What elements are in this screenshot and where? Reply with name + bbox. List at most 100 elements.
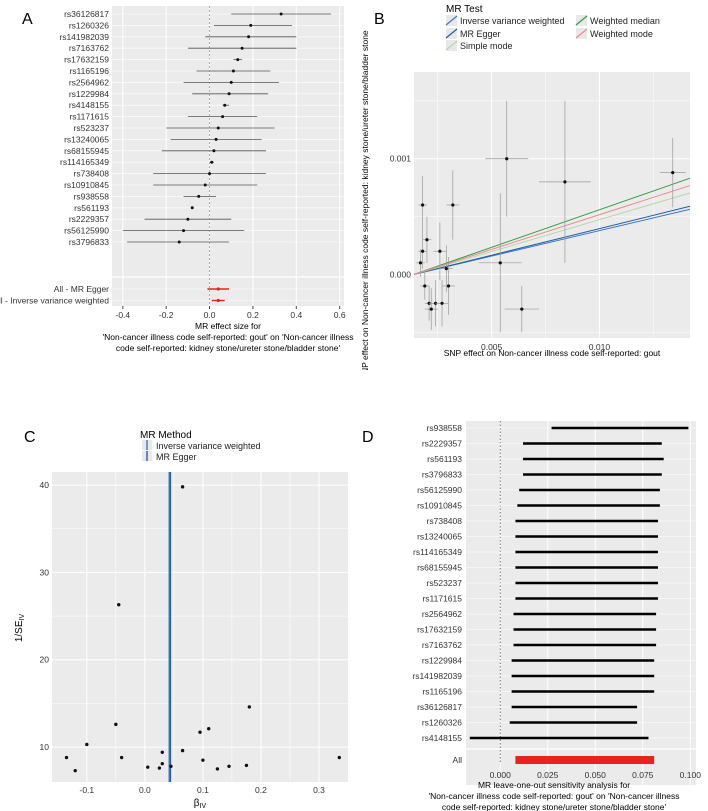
scatter-fit-line — [413, 177, 691, 275]
scatter-legend-label: Weighted mode — [590, 29, 653, 39]
funnel-point — [227, 764, 231, 768]
scatter-ytick-label: 0.000 — [390, 269, 412, 279]
forest-snp-label: rs1171615 — [69, 112, 109, 122]
funnel-point — [215, 767, 220, 771]
scatter-point — [438, 249, 442, 253]
scatter-point — [446, 284, 451, 288]
forest-point — [182, 229, 186, 233]
funnel-point — [207, 727, 211, 731]
forest-point — [203, 183, 207, 187]
forest-plot-area — [112, 6, 344, 306]
loo-plot-area — [466, 421, 696, 785]
panel-letter-d: D — [362, 429, 374, 446]
forest-point — [247, 35, 251, 39]
loo-xlabel-line2: 'Non-cancer illness code self-reported: … — [428, 791, 679, 801]
scatter-legend-title: MR Test — [446, 4, 483, 15]
loo-snp-label: rs2564962 — [422, 609, 462, 619]
forest-point — [231, 69, 235, 73]
loo-xtick-label: 0.025 — [537, 770, 559, 780]
forest-point — [208, 172, 212, 176]
forest-point — [249, 23, 253, 27]
funnel-point — [85, 742, 89, 747]
funnel-point — [180, 485, 185, 489]
forest-snp-label: rs56125990 — [64, 226, 109, 236]
forest-point — [212, 149, 216, 153]
forest-snp-label: rs2229357 — [69, 214, 109, 224]
forest-point — [177, 240, 181, 244]
scatter-legend-label: Simple mode — [460, 41, 513, 51]
loo-snp-label: rs10910845 — [417, 501, 462, 511]
loo-xlabel-line1: MR leave-one-out sensitivity analysis fo… — [478, 780, 630, 790]
funnel-xtick-label: 0.1 — [197, 785, 209, 795]
forest-point — [240, 46, 244, 50]
funnel-point — [160, 761, 164, 766]
funnel-xlabel: βIV — [194, 798, 207, 810]
forest-point — [186, 217, 190, 221]
forest-snp-label: rs114165349 — [60, 157, 109, 167]
forest-snp-label: rs68155945 — [64, 146, 109, 156]
forest-point — [223, 103, 227, 107]
forest-xlabel-line1: MR effect size for — [195, 321, 261, 331]
scatter-legend-label: MR Egger — [460, 29, 501, 39]
scatter-legend-swatch — [445, 28, 458, 39]
forest-snp-label: rs938558 — [74, 191, 110, 201]
funnel-point — [146, 765, 150, 769]
forest-point — [214, 137, 218, 141]
funnel-xtick-label: 0.2 — [255, 785, 267, 795]
scatter-plot-panel: B MR Test Inverse variance weighted MR Eg… — [360, 4, 691, 370]
funnel-point — [117, 603, 121, 607]
loo-snp-label: rs114165349 — [413, 547, 462, 557]
loo-all-bar — [515, 756, 655, 764]
loo-snp-label: rs13240065 — [417, 532, 462, 542]
scatter-ytick-label: 0.001 — [390, 154, 412, 164]
forest-snp-label: rs738408 — [74, 169, 110, 179]
loo-snp-label: rs3796833 — [422, 470, 462, 480]
funnel-point — [201, 758, 205, 762]
forest-point — [229, 80, 233, 84]
forest-point — [227, 92, 231, 96]
loo-snp-label: rs738408 — [427, 516, 463, 526]
forest-point — [197, 194, 201, 198]
funnel-ylabel: 1/SEIV — [14, 614, 26, 643]
panel-letter-a: A — [22, 11, 33, 28]
loo-xtick-label: 0.000 — [490, 770, 512, 780]
loo-snp-label: rs17632159 — [417, 625, 462, 635]
loo-xtick-label: 0.075 — [632, 770, 654, 780]
scatter-point — [421, 249, 425, 253]
leave-one-out-panel: D rs938558 rs2229357 rs561193 rs3796833 rs56… — [362, 421, 702, 811]
loo-snp-label: rs68155945 — [417, 563, 462, 573]
forest-point — [216, 126, 220, 130]
forest-xlabel-line3: code self-reported: kidney stone/ureter … — [116, 343, 341, 353]
forest-snp-label: rs7163762 — [69, 43, 109, 53]
forest-xtick-label: -0.4 — [116, 310, 131, 320]
scatter-point — [498, 261, 502, 265]
loo-snp-label: rs141982039 — [412, 671, 462, 681]
forest-xtick-label: 0.4 — [290, 310, 302, 320]
scatter-xtick-label: 0.005 — [481, 342, 503, 352]
loo-snp-label: rs56125990 — [417, 485, 462, 495]
funnel-xtick-label: 0.3 — [313, 785, 325, 795]
loo-xtick-label: 0.100 — [680, 770, 702, 780]
scatter-legend-label: Inverse variance weighted — [460, 16, 565, 26]
scatter-fit-line — [413, 185, 691, 275]
forest-snp-label: rs4148155 — [69, 100, 109, 110]
forest-point — [210, 160, 214, 164]
scatter-point — [429, 307, 433, 311]
loo-snp-label: rs36126817 — [417, 702, 462, 712]
forest-snp-label: rs36126817 — [64, 9, 109, 19]
loo-snp-label: rs523237 — [427, 578, 463, 588]
forest-xtick-label: 0.6 — [334, 310, 346, 320]
loo-snp-label: rs938558 — [427, 423, 463, 433]
scatter-point — [520, 307, 524, 311]
forest-snp-label: rs13240065 — [64, 134, 109, 144]
forest-snp-label: rs1165196 — [69, 66, 109, 76]
loo-snp-label: rs1171615 — [422, 594, 462, 604]
loo-xtick-label: 0.050 — [585, 770, 607, 780]
forest-pooled-point — [216, 298, 220, 303]
forest-snp-label: rs2564962 — [69, 77, 109, 87]
funnel-ytick-label: 40 — [40, 480, 50, 490]
funnel-point — [157, 766, 162, 770]
forest-pooled-point — [216, 287, 220, 291]
scatter-legend-swatch — [575, 15, 588, 26]
